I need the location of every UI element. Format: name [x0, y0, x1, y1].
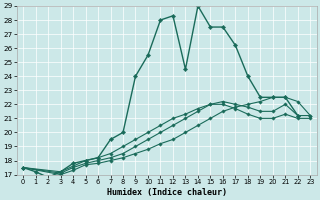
X-axis label: Humidex (Indice chaleur): Humidex (Indice chaleur)	[107, 188, 227, 197]
